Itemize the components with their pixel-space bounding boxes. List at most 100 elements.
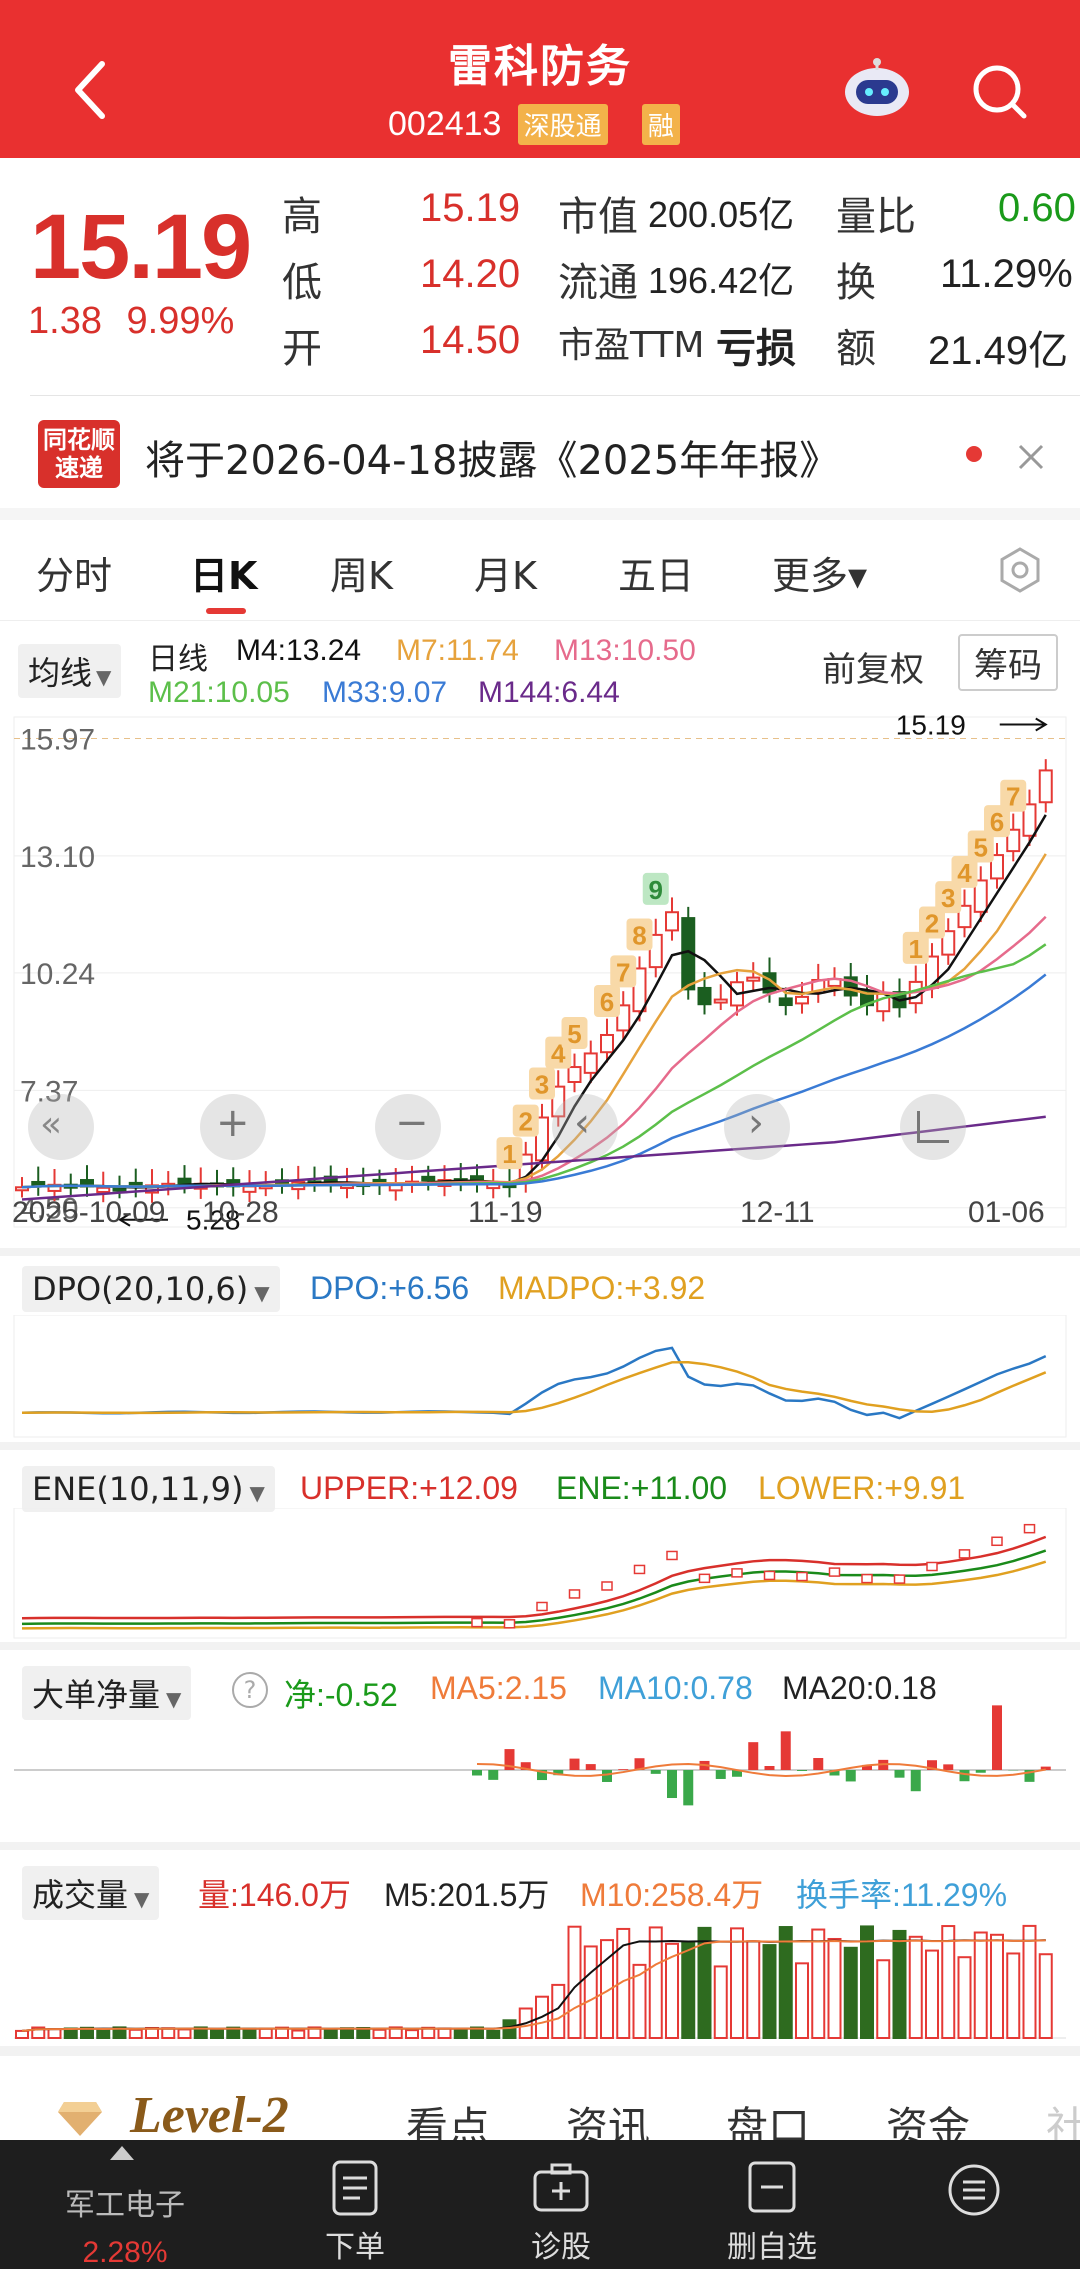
- td-count-label: 3: [535, 1070, 549, 1100]
- active-tab-indicator: [206, 608, 246, 614]
- bigorder-bar: [813, 1758, 823, 1770]
- robot-icon[interactable]: [842, 58, 912, 118]
- volume-bar: [341, 2028, 353, 2038]
- menu-button[interactable]: [946, 2162, 1002, 2218]
- tab-weekly-k[interactable]: 周K: [330, 545, 393, 600]
- candle-body: [585, 1053, 597, 1072]
- bigorder-bar: [911, 1770, 921, 1791]
- amount-value: 21.49亿: [928, 318, 1068, 376]
- td-count-label: 7: [616, 957, 630, 987]
- bigorder-bar: [716, 1770, 726, 1779]
- diagnose-button[interactable]: 诊股: [506, 2160, 616, 2265]
- order-label: 下单: [300, 2222, 410, 2266]
- tab-monthly-k[interactable]: 月K: [474, 545, 537, 600]
- volume-bar: [975, 1933, 987, 2038]
- dpo-chart: [0, 1315, 1080, 1440]
- high-price-marker: 15.19: [896, 715, 966, 741]
- news-ticker-text[interactable]: 将于2026-04-18披露《2025年年报》: [145, 428, 839, 486]
- pe-label: 市盈TTM: [558, 316, 704, 368]
- unread-dot: [966, 446, 982, 462]
- volume-ratio-value: 0.60: [998, 186, 1076, 231]
- bigorder-bar: [667, 1770, 677, 1798]
- open-value: 14.50: [420, 318, 520, 363]
- double-left-icon: «: [40, 1104, 62, 1145]
- y-tick-label: 10.24: [20, 958, 95, 991]
- volume-bar: [292, 2031, 304, 2038]
- stock-name: 雷科防务: [0, 30, 1080, 94]
- remove-favorite-button[interactable]: 删自选: [712, 2160, 832, 2265]
- ene-candle: [830, 1568, 840, 1576]
- volume-bar: [894, 1931, 906, 2038]
- volume-bar: [374, 2030, 386, 2038]
- volume-bar: [16, 2031, 28, 2038]
- x-tick-5: 01-06: [968, 1196, 1045, 1230]
- amount-label: 额: [836, 316, 876, 374]
- scroll-left-button[interactable]: ‹: [552, 1094, 618, 1160]
- volume-bar: [959, 1957, 971, 2038]
- td-count-label: 6: [990, 807, 1004, 837]
- volume-bar: [715, 1966, 727, 2038]
- td-count-label: 1: [502, 1139, 516, 1169]
- candle-body: [796, 997, 808, 1004]
- zoom-in-button[interactable]: +: [200, 1094, 266, 1160]
- tab-timeshare[interactable]: 分时: [36, 545, 112, 600]
- price-change: 1.38 9.99%: [28, 300, 234, 343]
- bigorder-bar: [846, 1770, 856, 1781]
- ene-candle: [667, 1551, 677, 1559]
- ene-selector[interactable]: ENE(10,11,9)▼: [22, 1466, 275, 1512]
- mktcap-value: 200.05亿: [648, 186, 794, 238]
- turnover-label: 换: [836, 250, 876, 308]
- candle-body: [569, 1067, 581, 1082]
- remove-box-icon: [747, 2160, 797, 2214]
- change-amount: 1.38: [28, 300, 102, 342]
- section-gap: [0, 1248, 1080, 1256]
- high-label: 高: [282, 184, 322, 242]
- volume-bar: [829, 1939, 841, 2038]
- kline-chart[interactable]: 15.9713.1010.247.374.5012345678912345671…: [0, 715, 1080, 1255]
- bigorder-bar: [748, 1742, 758, 1770]
- ene-candle: [797, 1573, 807, 1581]
- ene-candle: [635, 1565, 645, 1573]
- x-tick-2: 10-28: [202, 1196, 279, 1230]
- candle-body: [666, 912, 678, 930]
- diagnose-label: 诊股: [506, 2222, 616, 2266]
- chip-button[interactable]: 筹码: [958, 634, 1058, 691]
- sector-name[interactable]: 军工电子: [40, 2180, 210, 2224]
- ma-line-m21: [22, 944, 1046, 1187]
- order-button[interactable]: 下单: [300, 2160, 410, 2265]
- volume-bar: [845, 1948, 857, 2038]
- level2-diamond-icon: [56, 2098, 104, 2142]
- volume-bar: [211, 2031, 223, 2038]
- ene-candle: [765, 1571, 775, 1579]
- tab-daily-k[interactable]: 日K: [190, 545, 257, 600]
- section-gap: [0, 1642, 1080, 1650]
- dpo-value: DPO:+6.56: [310, 1270, 469, 1307]
- margin-tag: 融: [642, 104, 680, 145]
- dpo-selector[interactable]: DPO(20,10,6)▼: [22, 1266, 280, 1312]
- td-count-label: 5: [567, 1019, 581, 1049]
- ma-m33: M33:9.07: [322, 676, 447, 710]
- search-icon[interactable]: [970, 62, 1030, 122]
- fullscreen-button[interactable]: [900, 1094, 966, 1160]
- scroll-right-button[interactable]: ›: [724, 1094, 790, 1160]
- ma-m21: M21:10.05: [148, 676, 290, 710]
- tab-more[interactable]: 更多▾: [772, 545, 867, 600]
- ma-selector[interactable]: 均线▼: [18, 644, 121, 698]
- ene-chart: [0, 1508, 1080, 1640]
- chevron-down-icon: ▼: [96, 665, 111, 689]
- chevron-down-icon: ▼: [249, 1481, 264, 1505]
- settings-icon[interactable]: [996, 546, 1044, 594]
- close-icon[interactable]: [1014, 440, 1048, 474]
- tab-five-day[interactable]: 五日: [618, 545, 694, 600]
- volume-bar: [585, 1946, 597, 2038]
- collapse-left-button[interactable]: «: [28, 1094, 94, 1160]
- ene-candle: [992, 1537, 1002, 1545]
- zoom-out-button[interactable]: −: [375, 1094, 441, 1160]
- bigorder-bar: [960, 1770, 970, 1781]
- bigorder-bar: [943, 1764, 953, 1770]
- adjust-mode-button[interactable]: 前复权: [822, 642, 924, 691]
- tab-level2[interactable]: Level-2: [130, 2086, 289, 2145]
- sector-change: 2.28%: [40, 2236, 210, 2270]
- panel-frame: [14, 1315, 1066, 1437]
- ene-candle: [472, 1619, 482, 1627]
